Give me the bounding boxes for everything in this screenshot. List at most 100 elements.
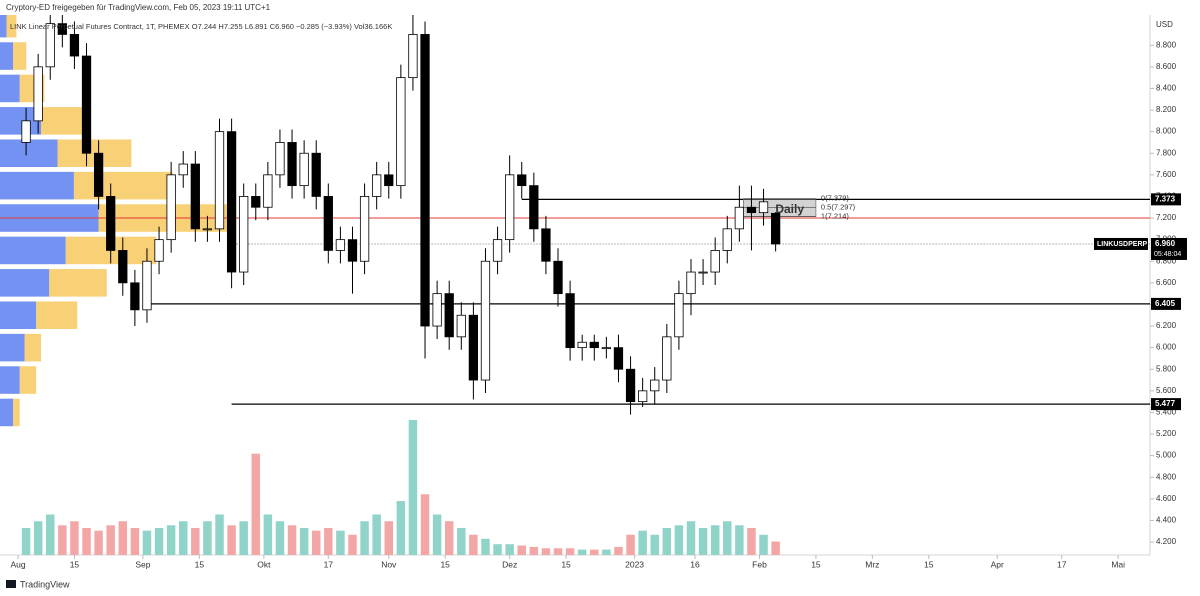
fib-label: 1(7.214) bbox=[821, 212, 849, 221]
candle-body bbox=[746, 206, 757, 214]
candle-body bbox=[178, 163, 188, 176]
volume-bar bbox=[82, 528, 91, 555]
volume-bar bbox=[565, 548, 575, 555]
volume-profile-up bbox=[0, 333, 25, 362]
volume-bar bbox=[590, 549, 599, 555]
x-tick-label: Sep bbox=[135, 559, 150, 569]
candle-body bbox=[251, 196, 261, 208]
volume-profile-up bbox=[0, 398, 14, 427]
candle-body bbox=[239, 196, 249, 273]
volume-profile-up bbox=[0, 15, 7, 38]
volume-profile-up bbox=[0, 42, 14, 70]
candle-body bbox=[106, 196, 116, 251]
candle-body bbox=[226, 131, 237, 273]
volume-bar bbox=[710, 525, 720, 555]
candle-body bbox=[214, 131, 225, 230]
volume-profile-up bbox=[0, 139, 58, 168]
candle-body bbox=[674, 293, 684, 338]
candle-body bbox=[21, 120, 31, 143]
volume-bar bbox=[46, 514, 55, 555]
candle-body bbox=[202, 228, 213, 231]
candle-body bbox=[541, 228, 551, 262]
volume-bar bbox=[771, 541, 780, 555]
x-tick-label: Mrz bbox=[865, 559, 879, 569]
volume-bar bbox=[698, 528, 708, 555]
y-tick-label: 8.000 bbox=[1156, 127, 1177, 136]
candle-body bbox=[432, 293, 442, 327]
candle-body bbox=[589, 341, 599, 349]
y-tick-label: 4.400 bbox=[1156, 516, 1177, 525]
x-tick-label: 16 bbox=[690, 559, 700, 569]
volume-bar bbox=[686, 521, 696, 555]
volume-profile-down bbox=[6, 15, 17, 38]
volume-bar bbox=[662, 528, 672, 555]
x-tick-label: Nov bbox=[381, 559, 397, 569]
volume-profile-down bbox=[49, 269, 107, 297]
symbol-label: LINKUSDPERP bbox=[1097, 241, 1148, 248]
volume-bar bbox=[577, 549, 587, 555]
level-tag bbox=[1151, 193, 1181, 206]
volume-bar bbox=[674, 525, 684, 555]
candle-body bbox=[359, 196, 370, 262]
volume-bar bbox=[94, 530, 103, 555]
x-tick-label: Mai bbox=[1111, 559, 1125, 569]
volume-profile-down bbox=[13, 398, 20, 427]
candle-body bbox=[468, 314, 479, 381]
last-price-label: 6.960 bbox=[1155, 239, 1176, 248]
candle-body bbox=[601, 347, 612, 350]
fib-label: 0.5(7.297) bbox=[821, 203, 856, 212]
candle-body bbox=[396, 77, 406, 187]
volume-bar bbox=[154, 528, 164, 555]
y-tick-label: 6.600 bbox=[1156, 278, 1177, 287]
volume-bar bbox=[541, 548, 551, 555]
y-tick-label: 5.600 bbox=[1156, 386, 1177, 395]
volume-bar bbox=[336, 530, 345, 555]
chart-title: Cryptory-ED freigegeben für TradingView.… bbox=[6, 3, 271, 12]
volume-bar bbox=[251, 453, 261, 555]
volume-bar bbox=[457, 528, 466, 555]
symbol-tag bbox=[1094, 237, 1148, 250]
volume-bar bbox=[166, 525, 176, 555]
candle-body bbox=[299, 152, 309, 187]
y-tick-label: 7.600 bbox=[1156, 170, 1177, 179]
candle-body bbox=[505, 174, 515, 241]
candle-body bbox=[420, 34, 430, 327]
volume-bar bbox=[481, 538, 490, 555]
candle-body bbox=[323, 196, 333, 251]
x-tick-label: 15 bbox=[561, 559, 571, 569]
y-tick-label: 5.400 bbox=[1156, 408, 1177, 417]
y-tick-label: 8.800 bbox=[1156, 40, 1177, 49]
volume-bar bbox=[408, 420, 418, 555]
volume-bar bbox=[747, 528, 756, 555]
chart-subtitle: LINK Linear Perpetual Futures Contract, … bbox=[10, 22, 392, 31]
x-tick-label: Apr bbox=[991, 559, 1004, 569]
volume-bar bbox=[505, 544, 514, 555]
volume-bar bbox=[469, 534, 478, 555]
last-price-tag bbox=[1151, 237, 1187, 260]
y-tick-label: 4.600 bbox=[1156, 494, 1177, 503]
candle-body bbox=[444, 293, 454, 338]
volume-bar bbox=[118, 521, 128, 555]
candle-body bbox=[384, 174, 394, 187]
y-tick-label: 7.200 bbox=[1156, 213, 1177, 222]
y-tick-label: 6.000 bbox=[1156, 343, 1177, 352]
volume-profile-up bbox=[0, 236, 66, 265]
level-label: 5.477 bbox=[1155, 399, 1176, 408]
candle-body bbox=[45, 23, 55, 68]
candle-body bbox=[480, 260, 491, 381]
volume-profile-down bbox=[19, 366, 37, 394]
volume-bar bbox=[396, 501, 406, 555]
y-tick-label: 8.200 bbox=[1156, 105, 1177, 114]
volume-bar bbox=[263, 514, 273, 555]
candle-body bbox=[130, 282, 140, 311]
candle-body bbox=[529, 185, 539, 230]
volume-bar bbox=[384, 521, 393, 555]
volume-bar bbox=[106, 525, 115, 555]
y-tick-label: 5.800 bbox=[1156, 364, 1177, 373]
x-tick-label: Aug bbox=[10, 559, 25, 569]
volume-bar bbox=[735, 525, 744, 555]
volume-bar bbox=[372, 514, 381, 555]
candle-body bbox=[190, 163, 200, 230]
candle-body bbox=[577, 341, 587, 349]
